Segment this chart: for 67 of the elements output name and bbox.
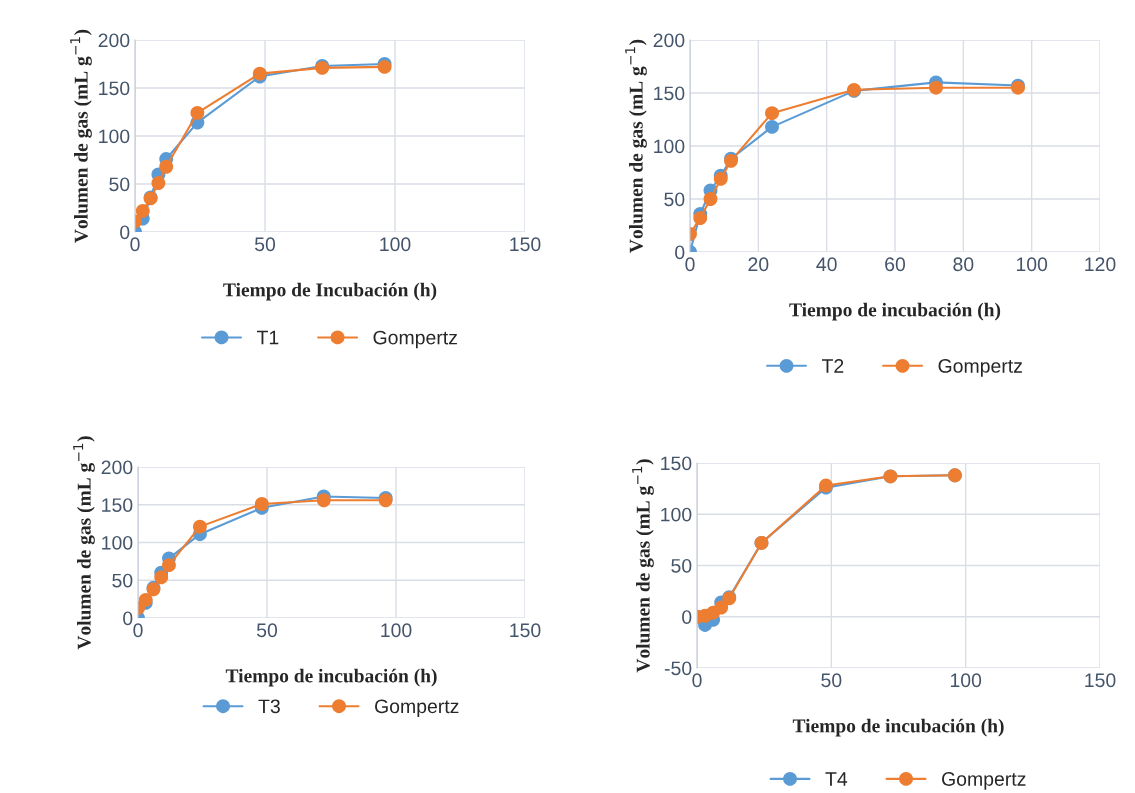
x-tick-label: 150 <box>1085 673 1116 688</box>
x-tick-label: 100 <box>950 673 982 688</box>
y-tick-label: 150 <box>654 86 685 101</box>
x-tick-label: 100 <box>380 237 411 252</box>
point <box>154 570 169 585</box>
x-tick-label: 80 <box>953 257 974 272</box>
y-tick-label: 150 <box>661 456 692 471</box>
legend-label: T2 <box>821 359 844 373</box>
y-tick-label: 200 <box>101 460 133 475</box>
x-tick-label: 0 <box>133 623 143 638</box>
point <box>765 106 779 121</box>
y-tick-label: 100 <box>99 129 130 144</box>
x-tick-label: 120 <box>1085 257 1116 272</box>
y-tick-label: 150 <box>99 81 130 96</box>
y-tick-label: 0 <box>120 225 130 240</box>
x-axis-title: Tiempo de incubación (h) <box>225 668 437 687</box>
point <box>316 493 331 508</box>
y-axis-title: Volumen de gas (mL g$^{−1}$) <box>70 29 92 243</box>
point <box>190 106 205 120</box>
point <box>135 203 150 218</box>
y-tick-label: 50 <box>112 573 133 588</box>
x-tick-label: 100 <box>1016 257 1048 272</box>
x-tick-label: 60 <box>885 257 906 272</box>
x-tick-label: 100 <box>381 623 412 638</box>
y-tick-label: 0 <box>682 610 692 624</box>
point <box>254 497 269 511</box>
y-tick-label: -50 <box>664 661 692 676</box>
legend-label: T1 <box>256 330 279 345</box>
point <box>693 211 708 226</box>
legend-label: T3 <box>258 699 280 714</box>
legend-label: Gompertz <box>375 699 459 718</box>
x-tick-label: 150 <box>510 237 541 252</box>
point <box>714 600 729 615</box>
x-tick-label: 0 <box>692 673 702 688</box>
y-tick-label: 50 <box>109 177 130 192</box>
point <box>151 176 166 190</box>
y-tick-label: 100 <box>102 535 133 550</box>
y-tick-label: 100 <box>654 139 685 154</box>
y-axis-title: Volumen de gas (mL g$^{−1}$) <box>625 39 647 253</box>
x-tick-label: 50 <box>256 623 278 638</box>
y-tick-label: 200 <box>98 33 130 48</box>
x-axis-title: Tiempo de Incubación (h) <box>223 282 437 301</box>
legend-label: Gompertz <box>373 330 457 349</box>
x-tick-label: 20 <box>748 257 769 272</box>
legend-label: Gompertz <box>938 359 1022 377</box>
x-tick-label: 150 <box>510 623 541 638</box>
legend-label: T4 <box>825 772 848 786</box>
x-tick-label: 40 <box>816 257 837 272</box>
y-tick-label: 100 <box>661 507 692 522</box>
legend-label: Gompertz <box>942 772 1026 790</box>
y-tick-label: 200 <box>653 33 685 48</box>
x-tick-label: 50 <box>821 673 842 688</box>
point <box>192 519 207 534</box>
point <box>162 558 176 573</box>
y-tick-label: 50 <box>664 192 685 207</box>
x-axis-title: Tiempo de incubación (h) <box>789 302 1001 321</box>
x-axis-title: Tiempo de incubación (h) <box>792 718 1004 737</box>
y-axis-title: Volumen de gas (mL g$^{−1}$) <box>632 459 654 673</box>
point <box>929 80 943 95</box>
y-tick-label: 0 <box>123 611 133 626</box>
y-tick-label: 150 <box>102 498 133 512</box>
x-tick-label: 50 <box>254 237 276 252</box>
y-axis-title: Volumen de gas (mL g$^{−1}$) <box>73 436 95 650</box>
point <box>703 192 718 206</box>
y-tick-label: 50 <box>671 558 692 573</box>
point <box>765 119 779 134</box>
point <box>159 159 174 174</box>
